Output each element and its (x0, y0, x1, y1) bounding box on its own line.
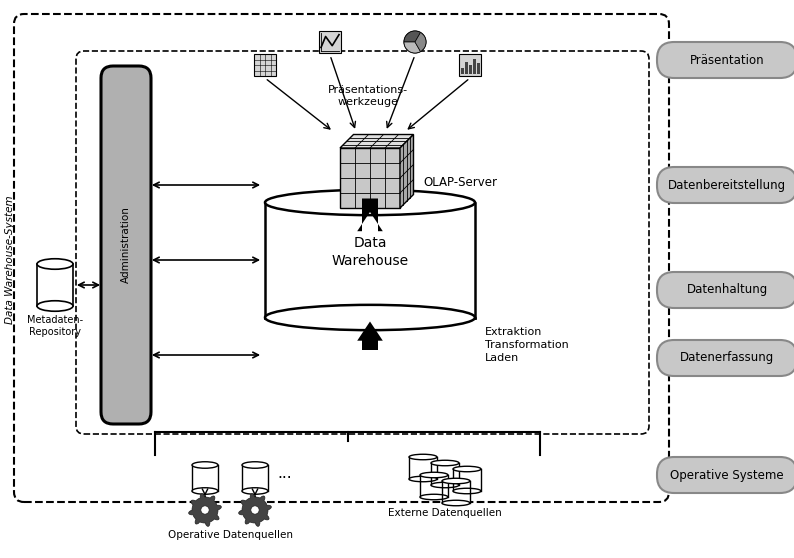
Bar (459, 54, 481, 76)
Polygon shape (239, 494, 272, 526)
Wedge shape (404, 31, 421, 42)
Bar (37, 264, 73, 306)
Bar (469, 65, 472, 74)
Text: Extraktion
Transformation
Laden: Extraktion Transformation Laden (485, 327, 569, 363)
Polygon shape (340, 148, 400, 208)
Ellipse shape (442, 501, 470, 506)
Ellipse shape (442, 478, 470, 484)
Text: Data Warehouse-System: Data Warehouse-System (5, 196, 15, 324)
Bar (265, 203, 475, 318)
Ellipse shape (265, 190, 475, 215)
Ellipse shape (431, 460, 459, 466)
Bar (465, 62, 468, 74)
Text: Administration: Administration (121, 206, 131, 283)
Text: Externe Datenquellen: Externe Datenquellen (388, 508, 502, 518)
Text: Präsentation: Präsentation (690, 54, 765, 66)
Ellipse shape (37, 259, 73, 270)
Text: Datenerfassung: Datenerfassung (680, 352, 774, 364)
Bar (473, 59, 476, 74)
Text: Data
Warehouse: Data Warehouse (331, 236, 409, 268)
Polygon shape (189, 494, 222, 526)
FancyBboxPatch shape (101, 66, 151, 424)
Ellipse shape (242, 462, 268, 468)
FancyBboxPatch shape (657, 167, 794, 203)
Polygon shape (400, 134, 414, 208)
Text: Datenbereitstellung: Datenbereitstellung (668, 179, 786, 191)
Text: Präsentations-
werkzeuge: Präsentations- werkzeuge (328, 85, 408, 107)
Ellipse shape (453, 466, 481, 472)
FancyBboxPatch shape (657, 340, 794, 376)
Bar (254, 54, 276, 76)
Ellipse shape (265, 305, 475, 330)
Ellipse shape (242, 488, 268, 494)
Text: Datenhaltung: Datenhaltung (686, 283, 768, 296)
Ellipse shape (409, 454, 437, 460)
Polygon shape (340, 134, 414, 148)
Text: Operative Datenquellen: Operative Datenquellen (168, 530, 292, 540)
FancyBboxPatch shape (14, 14, 669, 502)
Bar (319, 31, 341, 53)
FancyBboxPatch shape (657, 457, 794, 493)
Text: Metadaten-
Repository: Metadaten- Repository (27, 315, 83, 338)
Ellipse shape (37, 301, 73, 311)
Ellipse shape (192, 462, 218, 468)
Ellipse shape (431, 482, 459, 488)
Wedge shape (415, 32, 426, 51)
FancyBboxPatch shape (657, 42, 794, 78)
Bar (420, 475, 448, 497)
Bar (442, 481, 470, 503)
Polygon shape (357, 199, 383, 231)
Text: ...: ... (278, 465, 292, 480)
Ellipse shape (192, 488, 218, 494)
Text: OLAP-Server: OLAP-Server (423, 176, 497, 190)
Ellipse shape (409, 476, 437, 482)
Text: Operative Systeme: Operative Systeme (670, 469, 784, 482)
Circle shape (404, 31, 426, 53)
Bar (192, 465, 218, 491)
Polygon shape (357, 321, 383, 350)
FancyBboxPatch shape (657, 272, 794, 308)
Bar (461, 68, 464, 74)
Wedge shape (404, 42, 421, 53)
Bar (453, 469, 481, 491)
Circle shape (251, 506, 259, 514)
Bar (242, 465, 268, 491)
Circle shape (201, 506, 209, 514)
Bar (409, 457, 437, 479)
Bar (477, 63, 480, 74)
Ellipse shape (420, 494, 448, 500)
Bar (431, 463, 459, 485)
Ellipse shape (420, 472, 448, 478)
Ellipse shape (453, 488, 481, 494)
